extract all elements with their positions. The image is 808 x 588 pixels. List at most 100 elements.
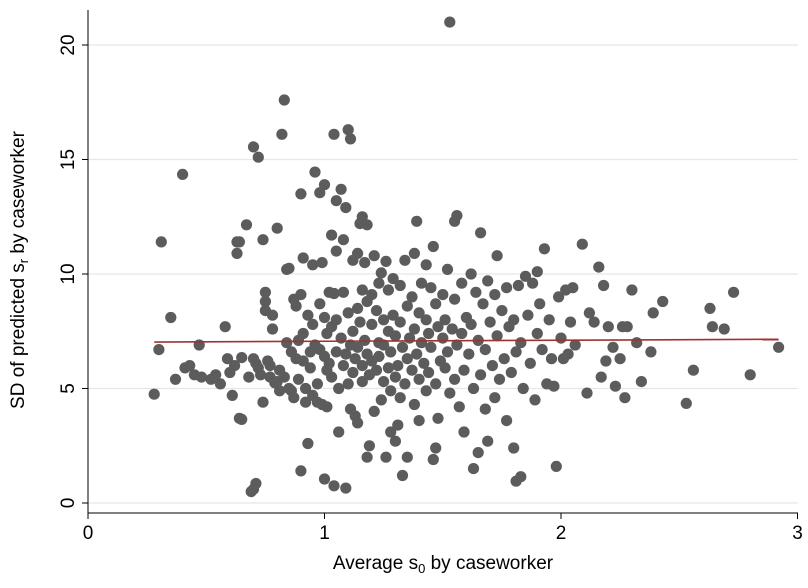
- data-point: [328, 128, 340, 140]
- data-point: [657, 295, 669, 308]
- data-point: [352, 302, 364, 314]
- data-point: [340, 482, 352, 494]
- data-point: [463, 348, 475, 360]
- data-point: [553, 291, 565, 303]
- data-point: [361, 219, 373, 231]
- data-point: [184, 360, 196, 372]
- data-point: [266, 309, 279, 321]
- data-point: [297, 355, 309, 367]
- data-point: [335, 183, 347, 195]
- data-point: [420, 259, 432, 271]
- data-point: [467, 463, 480, 475]
- data-point: [169, 373, 182, 385]
- data-point: [449, 373, 461, 385]
- data-point: [593, 261, 605, 273]
- data-point: [347, 366, 359, 379]
- data-point: [321, 401, 333, 413]
- data-point: [441, 263, 454, 275]
- data-point: [408, 398, 420, 411]
- data-point: [706, 321, 719, 333]
- data-point: [399, 378, 411, 390]
- data-point: [226, 389, 238, 401]
- data-point: [340, 202, 352, 214]
- y-tick-label: 0: [58, 498, 79, 509]
- data-point: [344, 133, 357, 145]
- data-point: [396, 469, 409, 482]
- data-point: [229, 360, 241, 372]
- data-point: [465, 318, 477, 330]
- data-point: [598, 279, 610, 292]
- data-point: [482, 275, 494, 287]
- data-point: [394, 279, 406, 292]
- data-point: [430, 442, 442, 454]
- data-point: [148, 388, 160, 400]
- data-point: [271, 222, 283, 234]
- data-point: [342, 124, 354, 136]
- data-point: [219, 321, 231, 333]
- data-point: [486, 360, 498, 372]
- data-point: [496, 305, 508, 317]
- data-point: [233, 236, 245, 248]
- data-point: [231, 247, 243, 259]
- data-point: [439, 362, 451, 374]
- data-point: [326, 229, 338, 241]
- data-point: [288, 392, 300, 404]
- data-point: [352, 341, 364, 353]
- data-point: [456, 277, 468, 289]
- data-point: [467, 382, 480, 395]
- data-point: [475, 369, 487, 381]
- data-point: [479, 344, 491, 356]
- data-point: [470, 286, 482, 298]
- data-point: [236, 352, 248, 364]
- data-point: [307, 259, 319, 271]
- data-point: [278, 371, 290, 383]
- data-point: [456, 327, 468, 340]
- data-point: [626, 284, 638, 296]
- data-point: [555, 332, 567, 344]
- x-axis-label: Average s0 by caseworker: [333, 553, 554, 576]
- data-point: [274, 385, 286, 397]
- data-point: [257, 396, 269, 408]
- data-point: [501, 415, 513, 427]
- data-point: [482, 435, 494, 447]
- data-point: [432, 321, 444, 333]
- data-point: [335, 332, 347, 344]
- data-point: [370, 305, 383, 317]
- data-points: [148, 16, 785, 498]
- data-point: [602, 321, 614, 333]
- data-point: [292, 373, 305, 385]
- data-point: [333, 382, 345, 395]
- data-point: [680, 397, 692, 409]
- data-point: [406, 364, 418, 376]
- data-point: [359, 257, 371, 269]
- data-point: [300, 396, 312, 408]
- data-point: [283, 262, 295, 274]
- data-point: [165, 311, 177, 324]
- data-point: [333, 426, 345, 438]
- data-point: [257, 234, 269, 246]
- data-point: [413, 307, 425, 319]
- x-tick-label: 2: [556, 523, 567, 544]
- data-point: [307, 318, 319, 330]
- data-point: [581, 387, 593, 399]
- data-point: [527, 277, 539, 289]
- data-point: [479, 403, 491, 415]
- data-point: [607, 341, 619, 353]
- data-point: [330, 245, 342, 257]
- data-point: [453, 401, 465, 413]
- data-point: [614, 353, 626, 365]
- data-point: [449, 293, 461, 305]
- data-point: [600, 355, 612, 367]
- data-point: [354, 316, 366, 328]
- data-point: [392, 419, 404, 431]
- data-point: [342, 307, 354, 319]
- data-point: [311, 378, 323, 390]
- data-point: [517, 382, 529, 395]
- data-point: [375, 267, 387, 279]
- data-point: [411, 215, 423, 227]
- y-tick-label: 20: [58, 34, 79, 55]
- data-point: [728, 286, 740, 298]
- data-point: [399, 254, 411, 266]
- data-point: [240, 219, 253, 231]
